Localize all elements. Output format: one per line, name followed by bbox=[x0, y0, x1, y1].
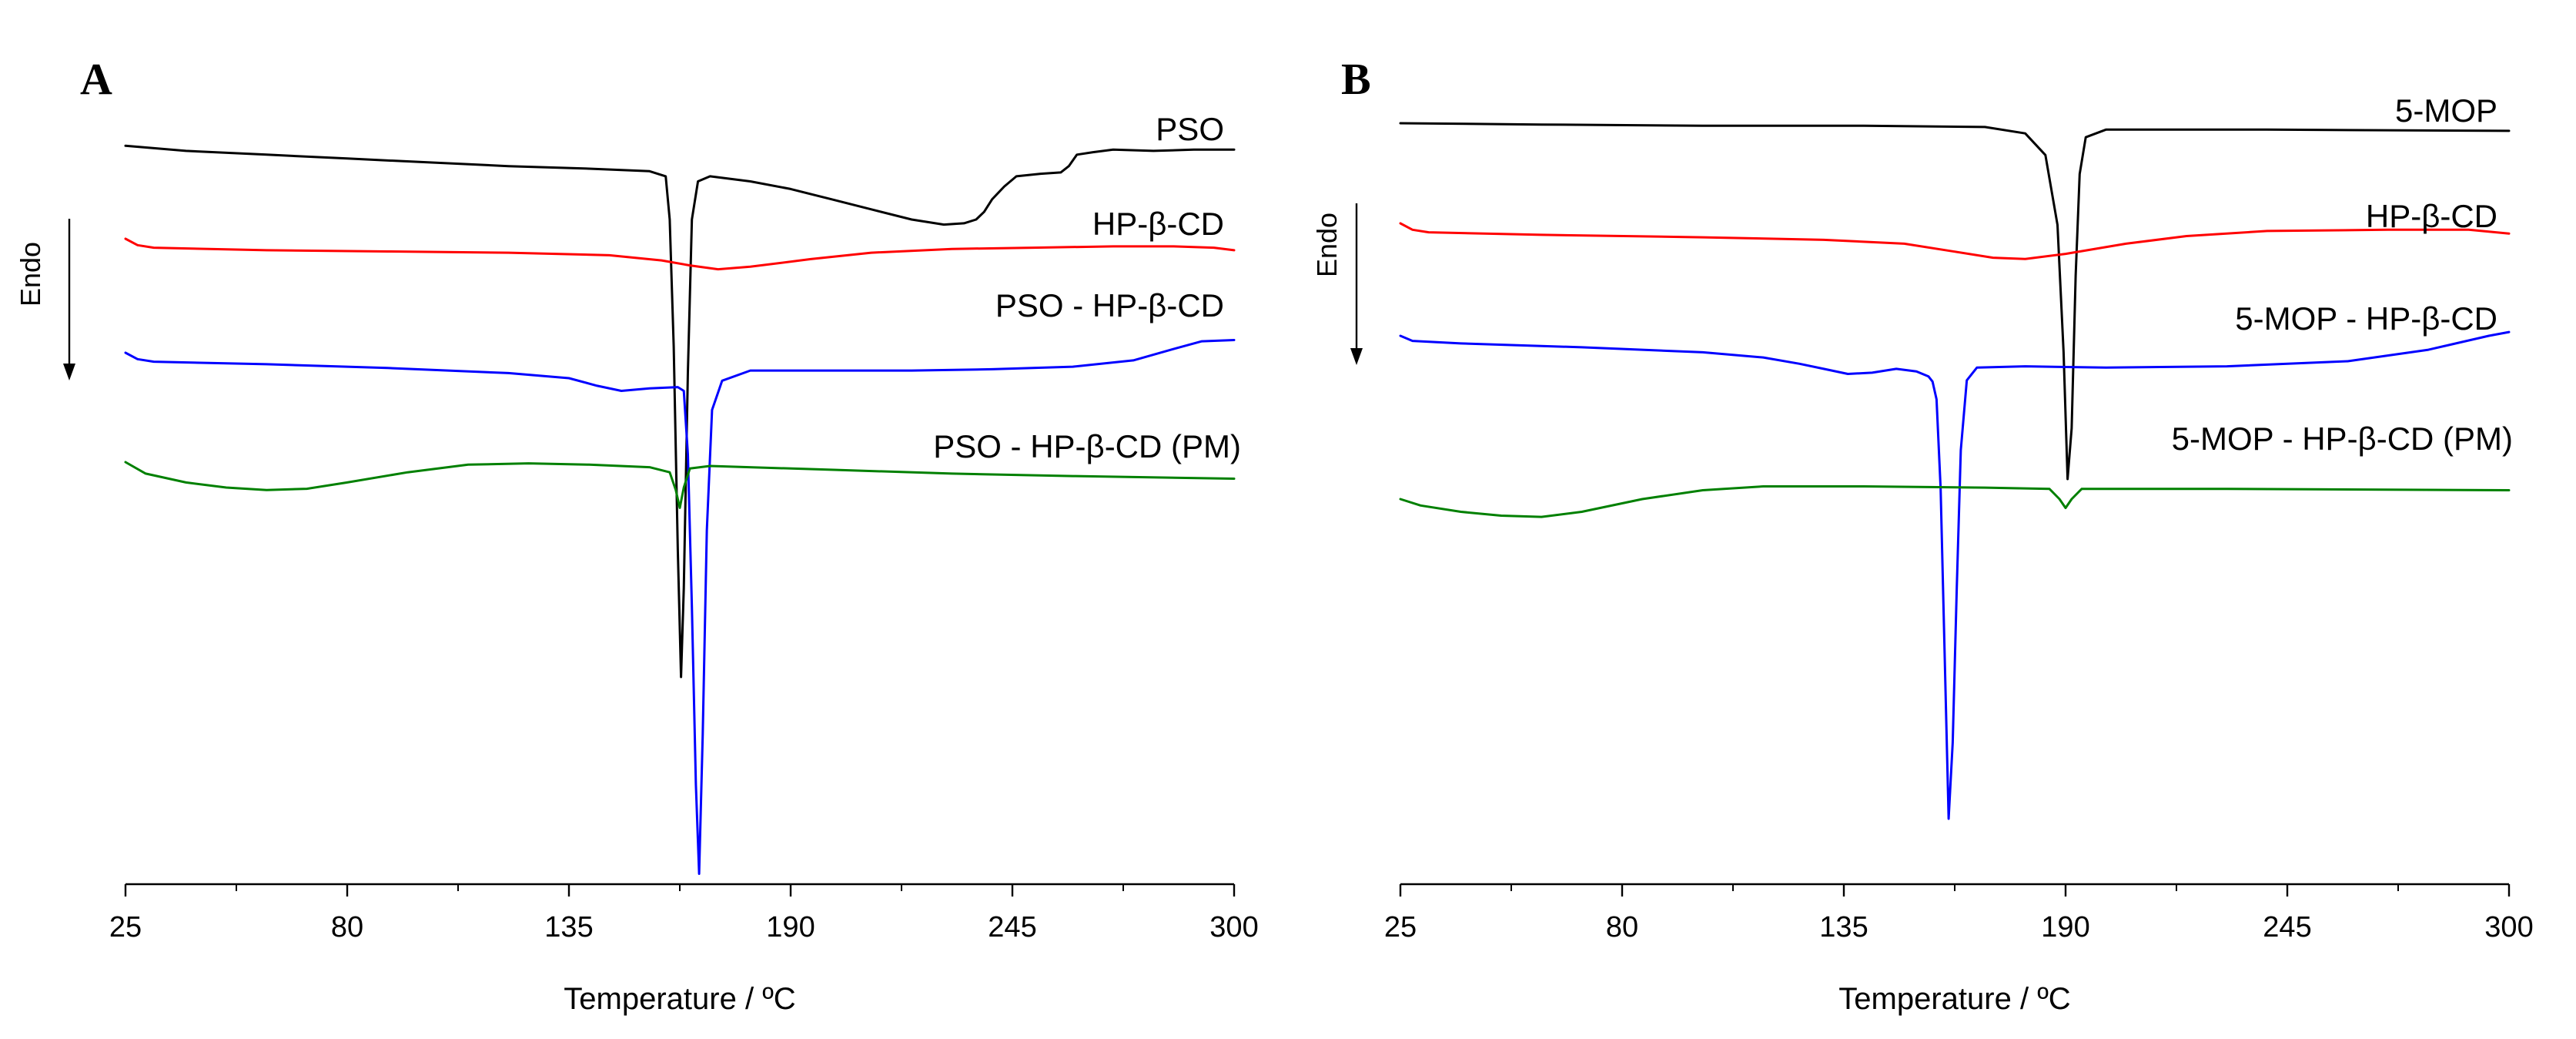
panel-a-x-ticks bbox=[124, 884, 1236, 897]
panel-b-curve-5-mop-hp-b-cd bbox=[1399, 330, 2511, 820]
panel-a: A Endo PSO HP-β-CD PSO - HP-β-CD PSO - H… bbox=[15, 54, 1259, 1016]
panel-b-tick-label-190: 190 bbox=[2041, 911, 2089, 943]
panel-a-tick-label-25: 25 bbox=[109, 911, 142, 943]
panel-b-letter: B bbox=[1341, 54, 1371, 104]
panel-a-tick-label-80: 80 bbox=[331, 911, 363, 943]
panel-b-x-ticks bbox=[1399, 884, 2511, 897]
panel-a-minor-ticks bbox=[236, 884, 1124, 891]
panel-b-curve-5-mop-hp-b-cd-pm bbox=[1399, 485, 2511, 518]
panel-b-x-axis-title: Temperature / ºC bbox=[1838, 982, 2070, 1016]
panel-b-tick-labels: 25 80 135 190 245 300 bbox=[1384, 911, 2534, 943]
panel-b-tick-label-80: 80 bbox=[1606, 911, 1638, 943]
panel-b-tick-label-300: 300 bbox=[2484, 911, 2533, 943]
panel-b-tick-label-245: 245 bbox=[2263, 911, 2311, 943]
panel-b-curves bbox=[1399, 122, 2511, 820]
panel-b: B Endo 5-MOP HP-β-CD 5-MOP - HP-β-CD 5-M… bbox=[1311, 54, 2534, 1016]
panel-a-curve-pso bbox=[124, 144, 1236, 679]
panel-b-endo-label: Endo bbox=[1311, 213, 1343, 277]
panel-a-tick-labels: 25 80 135 190 245 300 bbox=[109, 911, 1259, 943]
panel-b-label-5-mop-hp-b-cd: 5-MOP - HP-β-CD bbox=[2235, 300, 2497, 337]
panel-a-tick-label-190: 190 bbox=[766, 911, 815, 943]
panel-b-tick-label-135: 135 bbox=[1819, 911, 1868, 943]
panel-a-letter: A bbox=[80, 54, 112, 104]
panel-b-minor-ticks bbox=[1510, 884, 2399, 891]
panel-a-tick-label-300: 300 bbox=[1209, 911, 1258, 943]
panel-a-endo-arrow-head bbox=[63, 364, 75, 380]
panel-b-label-hp-b-cd: HP-β-CD bbox=[2366, 198, 2497, 234]
panel-a-label-pso: PSO bbox=[1156, 111, 1224, 147]
panel-b-curve-5-mop bbox=[1399, 122, 2511, 481]
panel-a-label-pso-hp-b-cd-pm: PSO - HP-β-CD (PM) bbox=[933, 428, 1241, 464]
panel-a-x-axis-title: Temperature / ºC bbox=[564, 982, 795, 1016]
panel-b-tick-label-25: 25 bbox=[1384, 911, 1417, 943]
panel-a-label-hp-b-cd: HP-β-CD bbox=[1092, 206, 1224, 242]
panel-a-curve-hp-b-cd bbox=[124, 237, 1236, 271]
panel-a-label-pso-hp-b-cd: PSO - HP-β-CD bbox=[995, 287, 1224, 323]
panel-b-label-5-mop-hp-b-cd-pm: 5-MOP - HP-β-CD (PM) bbox=[2172, 421, 2513, 457]
panel-a-curves bbox=[124, 144, 1236, 875]
panel-b-endo-arrow-head bbox=[1350, 348, 1363, 365]
panel-b-curve-hp-b-cd bbox=[1399, 222, 2511, 260]
panel-a-tick-label-245: 245 bbox=[988, 911, 1036, 943]
panel-a-curve-pso-hp-b-cd-pm bbox=[124, 461, 1236, 509]
panel-a-tick-label-135: 135 bbox=[544, 911, 593, 943]
panel-a-endo-label: Endo bbox=[15, 242, 46, 307]
panel-a-curve-pso-hp-b-cd bbox=[124, 339, 1236, 875]
panel-b-label-5-mop: 5-MOP bbox=[2395, 92, 2497, 129]
